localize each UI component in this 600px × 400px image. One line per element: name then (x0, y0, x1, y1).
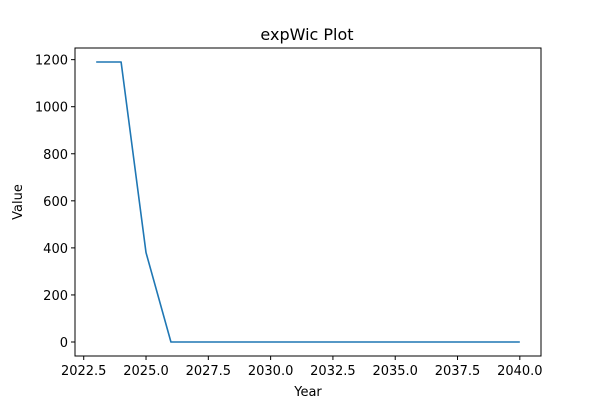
x-tick-label: 2025.0 (123, 364, 169, 379)
y-axis-label: Value (11, 184, 26, 220)
series-layer (96, 61, 520, 343)
series-line (96, 61, 520, 343)
y-tick-label: 400 (43, 242, 68, 257)
x-tick-label: 2040.0 (497, 364, 543, 379)
y-tick-label: 1000 (35, 101, 68, 116)
x-tick-label: 2027.5 (186, 364, 232, 379)
plot-area (75, 48, 541, 356)
y-tick-label: 0 (60, 336, 68, 351)
x-tick-label: 2037.5 (435, 364, 481, 379)
x-tick-label: 2032.5 (310, 364, 356, 379)
chart-title: expWic Plot (260, 25, 353, 44)
x-axis-label: Year (293, 385, 322, 400)
x-tick-label: 2035.0 (372, 364, 418, 379)
y-tick-label: 1200 (35, 54, 68, 69)
x-tick-label: 2022.5 (61, 364, 107, 379)
y-tick-label: 200 (43, 289, 68, 304)
y-tick-label: 800 (43, 148, 68, 163)
y-tick-label: 600 (43, 195, 68, 210)
x-tick-label: 2030.0 (248, 364, 294, 379)
x-axis: 2022.5 2025.0 2027.5 2030.0 2032.5 2035.0 2037… (61, 356, 543, 379)
plot-frame (74, 47, 542, 357)
y-axis: 0 200 400 600 800 1000 1200 (35, 54, 75, 351)
